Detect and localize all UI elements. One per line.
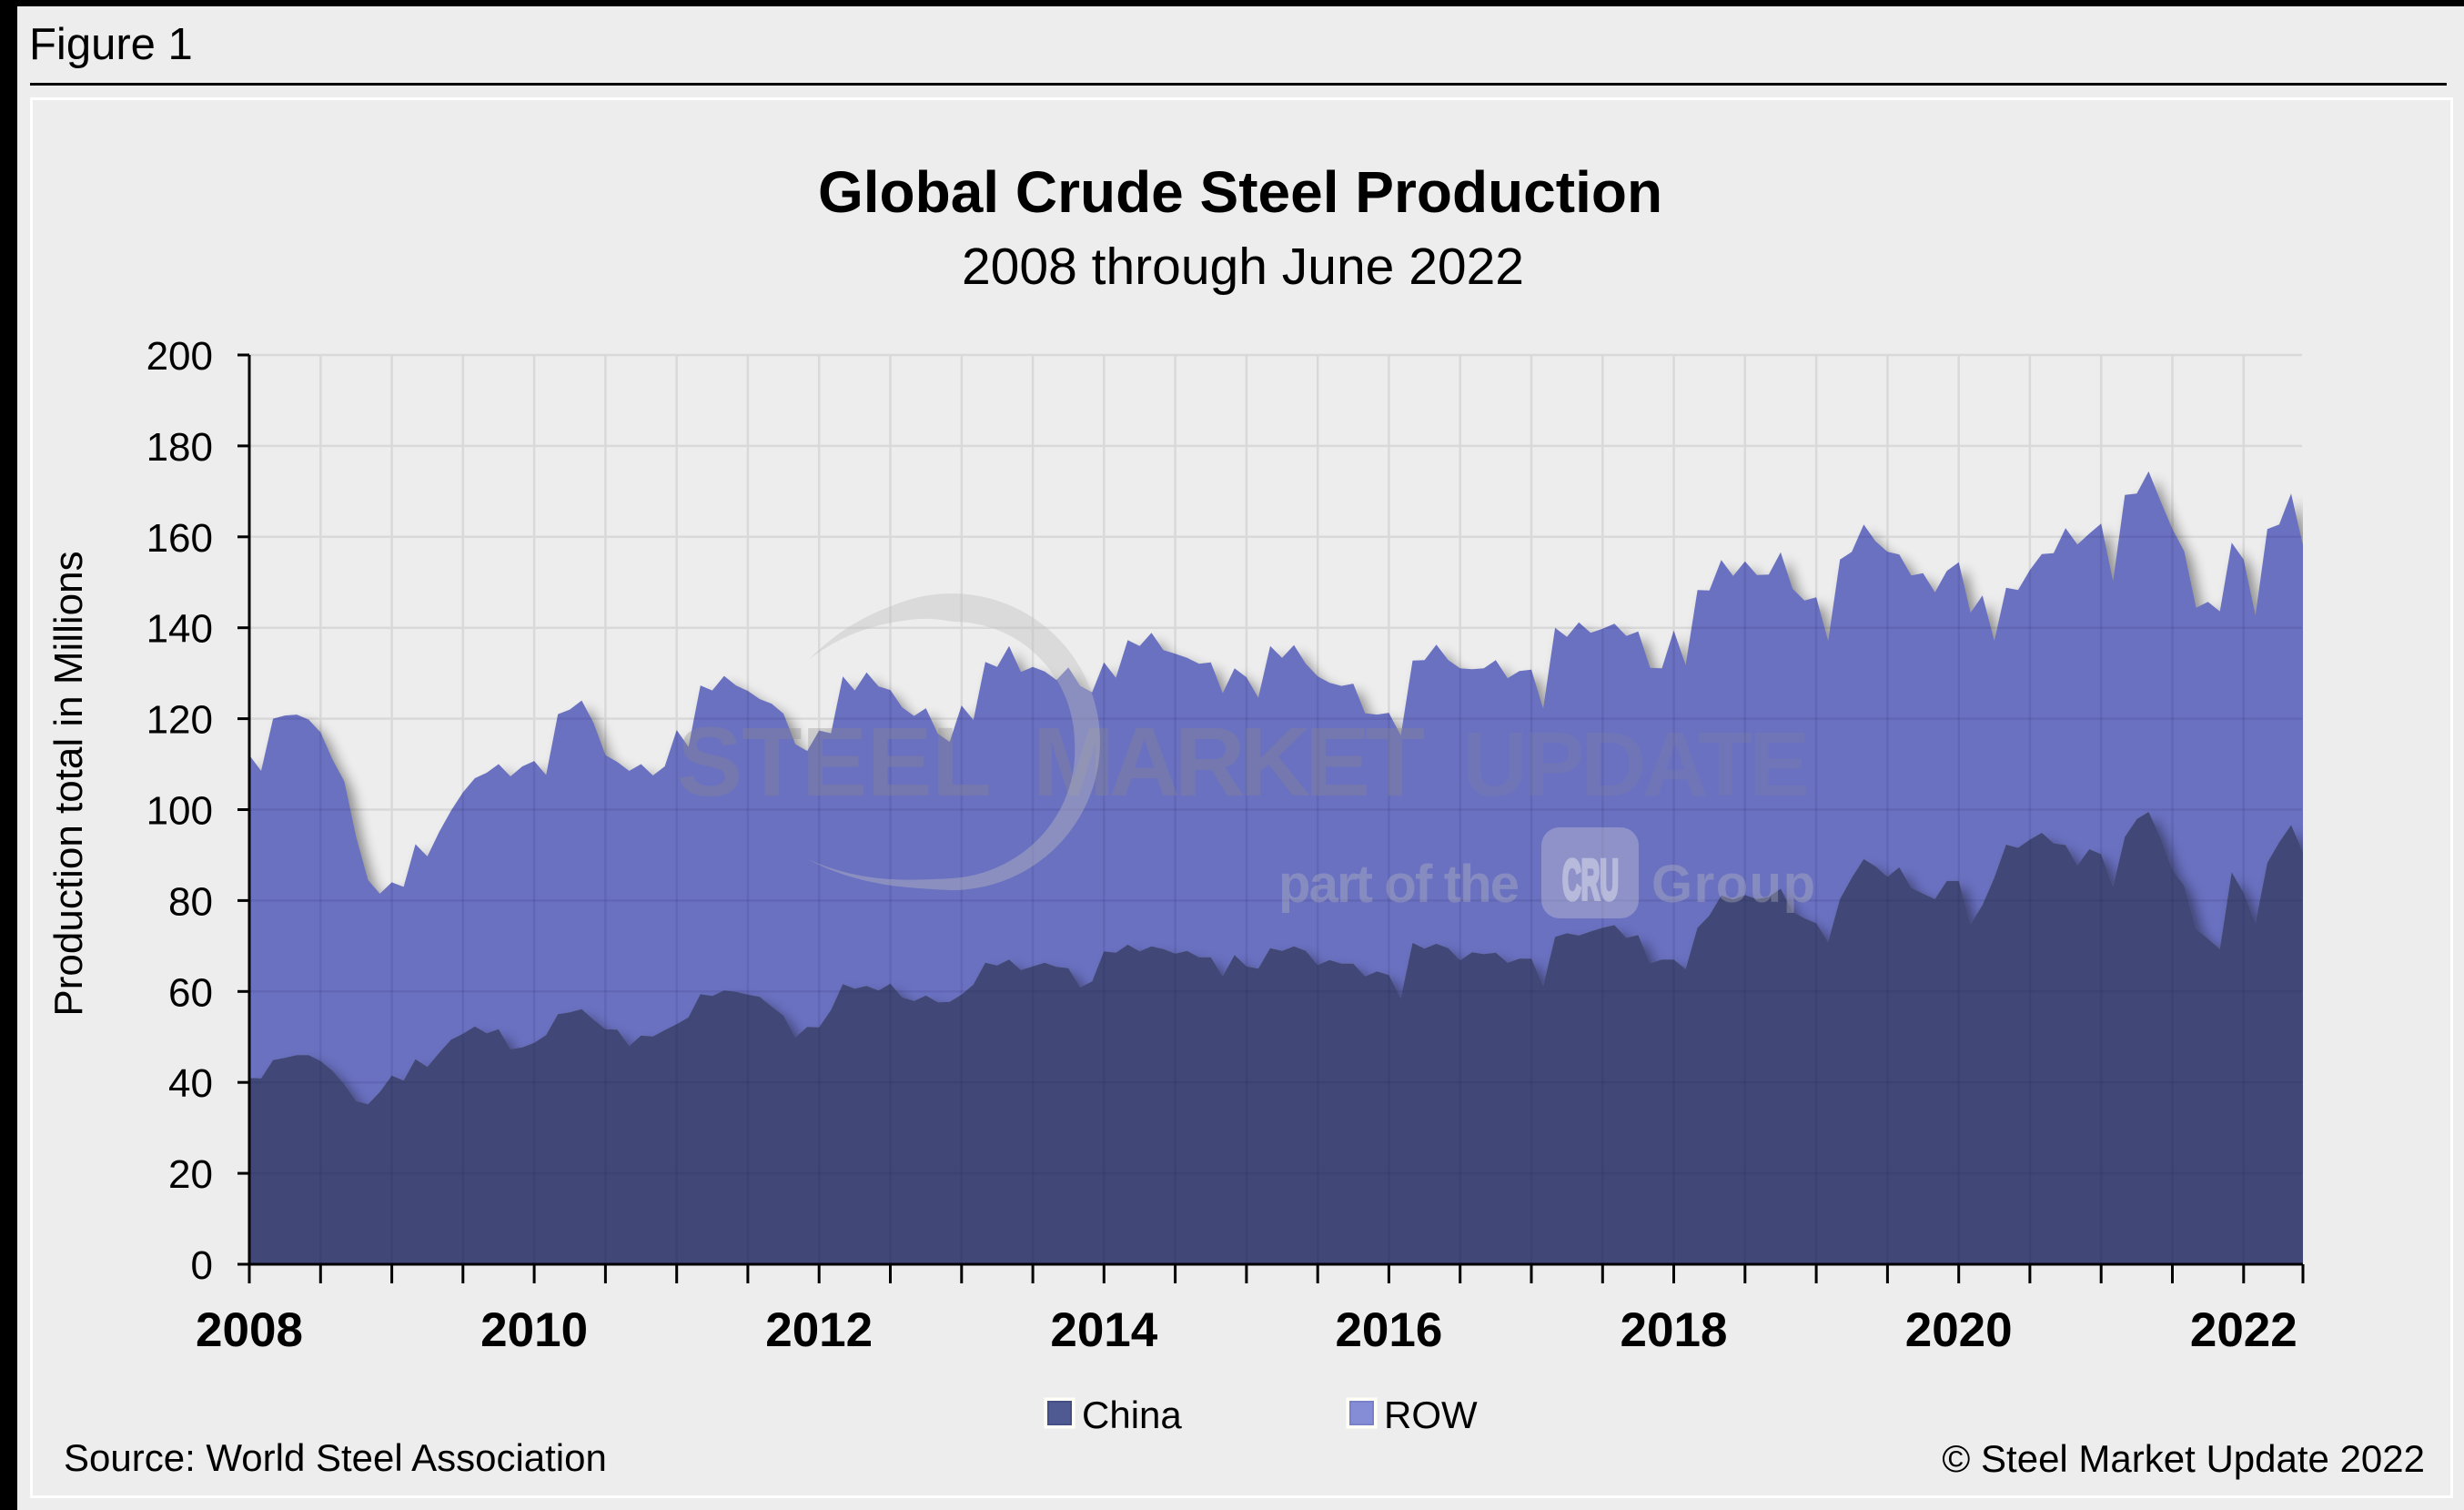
svg-text:200: 200 <box>146 334 213 379</box>
svg-text:160: 160 <box>146 516 213 561</box>
svg-text:MARKET: MARKET <box>1033 706 1425 816</box>
svg-text:2014: 2014 <box>1050 1303 1157 1357</box>
svg-text:40: 40 <box>168 1061 213 1106</box>
svg-text:120: 120 <box>146 698 213 743</box>
svg-text:2008: 2008 <box>196 1303 303 1357</box>
svg-text:0: 0 <box>191 1243 213 1288</box>
svg-text:60: 60 <box>168 970 213 1015</box>
svg-text:2016: 2016 <box>1335 1303 1442 1357</box>
svg-text:2018: 2018 <box>1621 1303 1728 1357</box>
svg-text:Production total in Millions: Production total in Millions <box>46 551 91 1016</box>
svg-text:Global Crude Steel Production: Global Crude Steel Production <box>818 159 1662 225</box>
svg-text:Source: World Steel Associatio: Source: World Steel Association <box>64 1436 607 1479</box>
svg-text:UPDATE: UPDATE <box>1462 714 1810 816</box>
svg-text:140: 140 <box>146 607 213 652</box>
svg-text:ROW: ROW <box>1384 1393 1478 1436</box>
svg-text:China: China <box>1082 1393 1182 1436</box>
svg-text:2012: 2012 <box>765 1303 873 1357</box>
svg-text:180: 180 <box>146 425 213 470</box>
svg-text:part of the: part of the <box>1278 855 1520 914</box>
svg-text:2022: 2022 <box>2190 1303 2297 1357</box>
svg-text:2008 through June 2022: 2008 through June 2022 <box>962 238 1524 296</box>
svg-text:20: 20 <box>168 1152 213 1197</box>
svg-text:80: 80 <box>168 879 213 924</box>
svg-text:CRU: CRU <box>1562 849 1619 912</box>
svg-text:2020: 2020 <box>1905 1303 2013 1357</box>
svg-text:2010: 2010 <box>480 1303 588 1357</box>
svg-text:100: 100 <box>146 789 213 834</box>
svg-text:Group: Group <box>1651 855 1815 914</box>
svg-text:STEEL: STEEL <box>677 706 992 816</box>
svg-text:© Steel Market Update 2022: © Steel Market Update 2022 <box>1942 1437 2425 1480</box>
